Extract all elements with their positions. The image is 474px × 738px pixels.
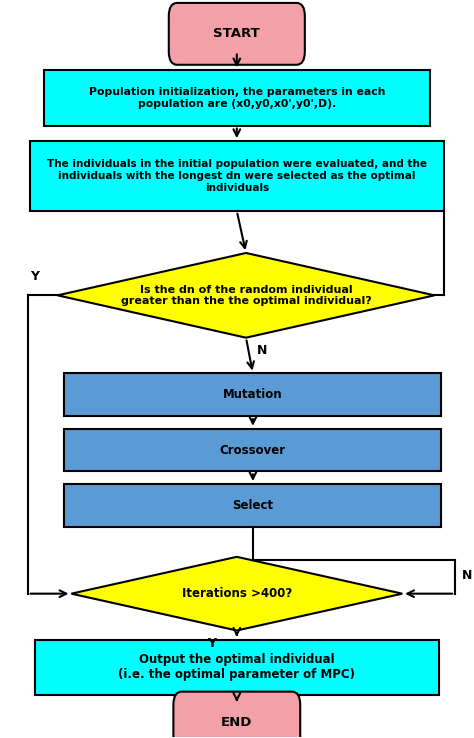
FancyBboxPatch shape [64,429,441,472]
Text: END: END [221,716,253,729]
Text: Output the optimal individual
(i.e. the optimal parameter of MPC): Output the optimal individual (i.e. the … [118,653,356,681]
FancyBboxPatch shape [64,373,441,416]
Text: Y: Y [30,270,39,283]
Text: Iterations >400?: Iterations >400? [182,587,292,600]
FancyBboxPatch shape [30,141,444,211]
Text: Mutation: Mutation [223,388,283,401]
Text: Select: Select [232,499,273,511]
Polygon shape [57,253,435,338]
FancyBboxPatch shape [44,70,430,125]
Text: The individuals in the initial population were evaluated, and the
individuals wi: The individuals in the initial populatio… [47,159,427,193]
FancyBboxPatch shape [173,692,300,738]
FancyBboxPatch shape [169,3,305,65]
FancyBboxPatch shape [35,640,439,695]
Text: N: N [257,345,267,357]
Text: Y: Y [207,637,216,650]
Text: Crossover: Crossover [220,444,286,457]
Polygon shape [72,557,402,630]
Text: Population initialization, the parameters in each
population are (x0,y0,x0',y0',: Population initialization, the parameter… [89,87,385,108]
Text: Is the dn of the random individual
greater than the the optimal individual?: Is the dn of the random individual great… [120,285,371,306]
FancyBboxPatch shape [64,484,441,527]
Text: START: START [213,27,260,41]
Text: N: N [462,569,473,582]
